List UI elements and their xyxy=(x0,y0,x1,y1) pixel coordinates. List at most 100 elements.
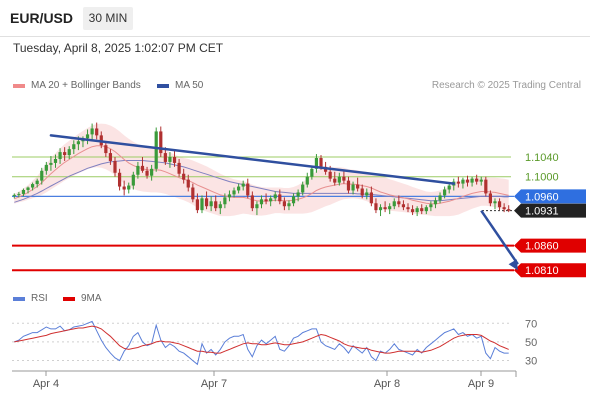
bollinger-swatch-icon xyxy=(13,83,25,88)
legend-rsi-ma-label: 9MA xyxy=(81,293,102,304)
candle-body xyxy=(310,168,314,177)
legend-ma50: MA 50 xyxy=(157,80,203,91)
candle-body xyxy=(269,198,273,202)
candle-body xyxy=(420,208,424,212)
candle-body xyxy=(195,199,200,211)
candle-body xyxy=(122,186,126,190)
ma50-line xyxy=(14,160,509,203)
candle-body xyxy=(21,189,26,194)
x-tick-apr-9: Apr 9 xyxy=(468,378,494,390)
candle-body xyxy=(291,196,296,204)
x-tick-apr-4: Apr 4 xyxy=(33,378,59,390)
candle-body xyxy=(351,184,355,191)
candle-body xyxy=(465,179,470,183)
legend-ma50-label: MA 50 xyxy=(175,80,204,91)
candle-body xyxy=(507,209,511,211)
candle-body xyxy=(154,131,158,169)
candle-body xyxy=(12,194,16,196)
candle-body xyxy=(67,149,71,156)
chart-header: EUR/USD 30 MIN xyxy=(0,0,590,37)
candle-body xyxy=(250,195,254,209)
last-price-tag xyxy=(514,203,586,218)
candle-body xyxy=(117,172,122,187)
timeframe-button[interactable]: 30 MIN xyxy=(83,7,133,30)
candle-body xyxy=(484,179,488,194)
legend-rsi-ma: 9MA xyxy=(63,293,102,304)
legend-bollinger: MA 20 + Bollinger Bands xyxy=(13,80,141,91)
candle-body xyxy=(301,184,305,193)
candle-body xyxy=(218,204,222,209)
candle-body xyxy=(356,184,360,189)
candle-body xyxy=(259,199,264,205)
candle-body xyxy=(443,189,447,196)
candle-body xyxy=(392,201,396,207)
candle-body xyxy=(342,176,346,181)
last-price-label: 1.0931 xyxy=(525,206,559,218)
rsi-ma-line xyxy=(14,325,509,354)
candle-body xyxy=(17,193,21,195)
candle-body xyxy=(246,183,250,196)
candle-body xyxy=(406,207,410,210)
candle-body xyxy=(113,160,117,173)
candle-body xyxy=(76,141,80,145)
symbol-label: EUR/USD xyxy=(10,10,74,26)
candle-body xyxy=(49,162,53,165)
support-label-1.0810: 1.0810 xyxy=(525,265,559,277)
rsi-tick-50: 50 xyxy=(525,337,537,349)
candle-body xyxy=(72,144,76,150)
candle-body xyxy=(346,180,351,191)
candle-body xyxy=(63,152,67,156)
candle-body xyxy=(168,157,172,162)
candle-body xyxy=(410,209,415,213)
candle-body xyxy=(172,157,177,163)
candle-body xyxy=(227,194,232,198)
candle-body xyxy=(40,170,44,181)
candle-body xyxy=(145,170,149,176)
candle-body xyxy=(163,153,167,162)
pivot-tag xyxy=(514,189,586,204)
candle-body xyxy=(415,208,419,213)
credit-label: Research © 2025 Trading Central xyxy=(431,80,581,91)
candle-body xyxy=(433,200,438,205)
candle-body xyxy=(314,158,319,169)
candle-body xyxy=(150,168,154,176)
candle-body xyxy=(35,180,39,185)
candle-body xyxy=(58,152,62,159)
candle-body xyxy=(237,186,241,191)
candle-body xyxy=(488,193,493,204)
candle-body xyxy=(502,207,506,210)
rsi-tick-70: 70 xyxy=(525,318,537,330)
candle-body xyxy=(424,207,428,212)
candle-body xyxy=(255,204,259,209)
candle-body xyxy=(397,201,401,205)
candle-body xyxy=(278,194,282,202)
candle-body xyxy=(85,134,90,139)
candle-body xyxy=(273,194,277,199)
rsi-ma-swatch-icon xyxy=(63,296,75,301)
ma50-swatch-icon xyxy=(157,83,169,88)
candle-body xyxy=(223,197,227,205)
candle-body xyxy=(186,179,190,188)
candle-body xyxy=(328,171,332,179)
candle-body xyxy=(461,179,465,184)
candle-body xyxy=(497,201,502,208)
candle-body xyxy=(127,185,131,190)
candle-body xyxy=(140,165,145,171)
trend-line xyxy=(49,134,456,185)
candle-body xyxy=(282,201,286,207)
candle-body xyxy=(296,192,300,197)
candle-body xyxy=(200,198,204,211)
candle-body xyxy=(369,192,373,204)
resistance-label-1.1000: 1.1000 xyxy=(525,172,559,184)
candle-body xyxy=(264,199,268,202)
candle-body xyxy=(305,176,309,185)
candle-body xyxy=(365,192,369,196)
legend-rsi-label: RSI xyxy=(31,293,48,304)
candle-body xyxy=(136,165,140,175)
candle-body xyxy=(447,185,451,190)
rsi-swatch-icon xyxy=(13,296,25,301)
candle-body xyxy=(360,188,364,196)
support-tag-1.0860 xyxy=(514,238,586,253)
candle-body xyxy=(177,162,181,174)
